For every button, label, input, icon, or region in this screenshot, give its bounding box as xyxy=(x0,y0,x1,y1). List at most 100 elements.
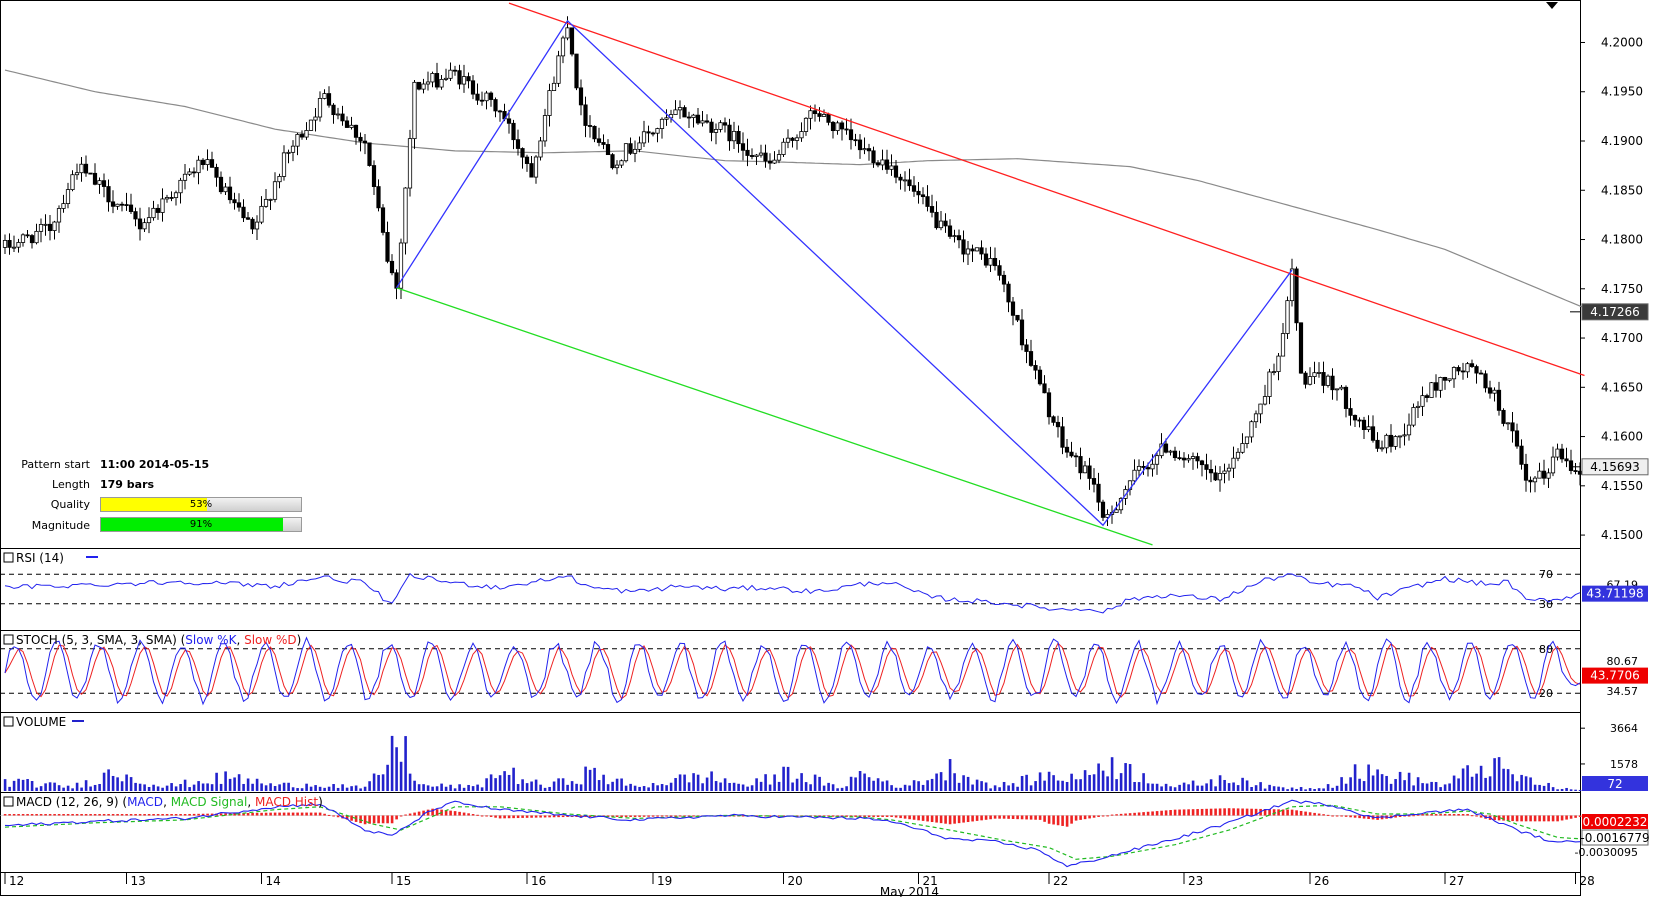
stoch-title: STOCH (5, 3, SMA, 3, SMA) (Slow %K, Slow… xyxy=(16,633,301,647)
ma-price-tag-text: 4.17266 xyxy=(1590,305,1640,319)
chart-frame xyxy=(0,0,1581,896)
macd-histogram-bar xyxy=(1097,815,1100,817)
macd-histogram-bar xyxy=(1056,815,1060,826)
volume-bar xyxy=(1038,772,1042,791)
volume-bar xyxy=(390,735,394,791)
candle-body xyxy=(1082,465,1088,474)
volume-bar xyxy=(822,785,826,791)
macd-histogram-bar xyxy=(1268,809,1271,816)
macd-histogram-bar xyxy=(971,815,974,822)
volume-bar xyxy=(1344,783,1348,791)
macd-histogram-bar xyxy=(1295,810,1298,816)
macd-histogram-bar xyxy=(692,815,695,817)
volume-bar xyxy=(809,784,812,791)
volume-bar xyxy=(543,787,547,791)
volume-tick-label: 3664 xyxy=(1610,722,1638,735)
candle-body xyxy=(1019,319,1025,346)
volume-bar xyxy=(1466,765,1469,791)
macd-title: MACD (12, 26, 9) (MACD, MACD Signal, MAC… xyxy=(16,795,323,809)
volume-close-box-icon xyxy=(3,716,14,727)
candle-body xyxy=(1276,355,1281,373)
candle-body xyxy=(520,148,525,158)
volume-bar xyxy=(512,767,515,791)
candle-body xyxy=(1469,363,1475,367)
volume-bar xyxy=(1083,770,1087,791)
macd-histogram-bar xyxy=(669,815,673,817)
candle-body xyxy=(1564,458,1569,462)
macd-histogram-bar xyxy=(1151,811,1154,816)
candle-body xyxy=(1415,405,1421,408)
volume-bar xyxy=(1169,786,1172,791)
macd-histogram-bar xyxy=(966,815,970,823)
candle-body xyxy=(1136,465,1142,471)
candle-body xyxy=(1307,376,1313,385)
volume-bar xyxy=(1079,779,1082,791)
candle-body xyxy=(610,154,615,169)
volume-bar xyxy=(705,777,709,791)
candle-body xyxy=(731,130,737,142)
candle-body xyxy=(254,221,260,230)
macd-histogram-bar xyxy=(246,813,250,816)
macd-histogram-bar xyxy=(107,814,110,816)
candle-body xyxy=(295,134,300,147)
candle-body xyxy=(1258,403,1263,415)
candle-body xyxy=(983,253,989,266)
candle-body xyxy=(1537,470,1542,479)
macd-histogram-bar xyxy=(1020,815,1024,820)
stoch-tick-label: 34.57 xyxy=(1607,685,1639,698)
volume-bar xyxy=(651,783,655,791)
macd-histogram-bar xyxy=(363,815,367,825)
candle-body xyxy=(308,119,314,131)
volume-bar xyxy=(1097,763,1100,791)
volume-bar xyxy=(989,788,992,791)
volume-bar xyxy=(318,786,322,791)
candle-body xyxy=(470,80,476,95)
candle-body xyxy=(2,240,8,248)
candle-body xyxy=(403,187,408,244)
volume-bar xyxy=(876,778,880,791)
volume-bar xyxy=(957,782,961,791)
macd-histogram-bar xyxy=(854,815,857,817)
volume-bar xyxy=(836,788,839,791)
candle-body xyxy=(299,134,305,138)
macd-histogram-bar xyxy=(143,814,146,816)
volume-bar xyxy=(980,781,983,791)
candle-body xyxy=(1006,283,1011,303)
volume-bar xyxy=(1560,788,1564,791)
candle-body xyxy=(565,27,570,39)
macd-histogram-bar xyxy=(174,814,178,816)
macd-histogram-bar xyxy=(660,815,664,817)
macd-histogram-bar xyxy=(1475,815,1478,817)
candle-body xyxy=(1010,301,1016,316)
macd-histogram-bar xyxy=(467,813,470,816)
volume-bar xyxy=(260,783,263,791)
macd-histogram-bar xyxy=(1353,815,1357,818)
macd-histogram-bar xyxy=(53,814,56,816)
macd-histogram-bar xyxy=(624,815,628,817)
volume-bar xyxy=(1340,777,1343,791)
candle-body xyxy=(1028,351,1034,366)
candle-body xyxy=(1519,445,1524,465)
candle-body xyxy=(592,125,597,140)
volume-bar xyxy=(714,781,718,791)
macd-histogram-bar xyxy=(66,814,70,816)
macd-histogram-bar xyxy=(390,815,394,824)
volume-bar xyxy=(1250,787,1253,791)
candle-body xyxy=(898,176,903,181)
macd-histogram-bar xyxy=(872,815,875,817)
candle-body xyxy=(1159,443,1164,457)
volume-bar xyxy=(404,736,407,791)
volume-bar xyxy=(1434,782,1438,791)
volume-bar xyxy=(570,781,574,791)
macd-histogram-bar xyxy=(471,814,475,816)
macd-histogram-bar xyxy=(251,812,254,816)
macd-histogram-bar xyxy=(255,812,259,816)
candle-body xyxy=(1379,447,1385,450)
volume-bar xyxy=(426,785,430,791)
macd-histogram-bar xyxy=(1155,811,1159,816)
candle-body xyxy=(322,93,327,99)
candle-body xyxy=(1132,469,1137,482)
price-tick-label: 4.1900 xyxy=(1601,134,1643,148)
volume-bar xyxy=(1178,784,1181,791)
volume-bar xyxy=(759,781,763,791)
